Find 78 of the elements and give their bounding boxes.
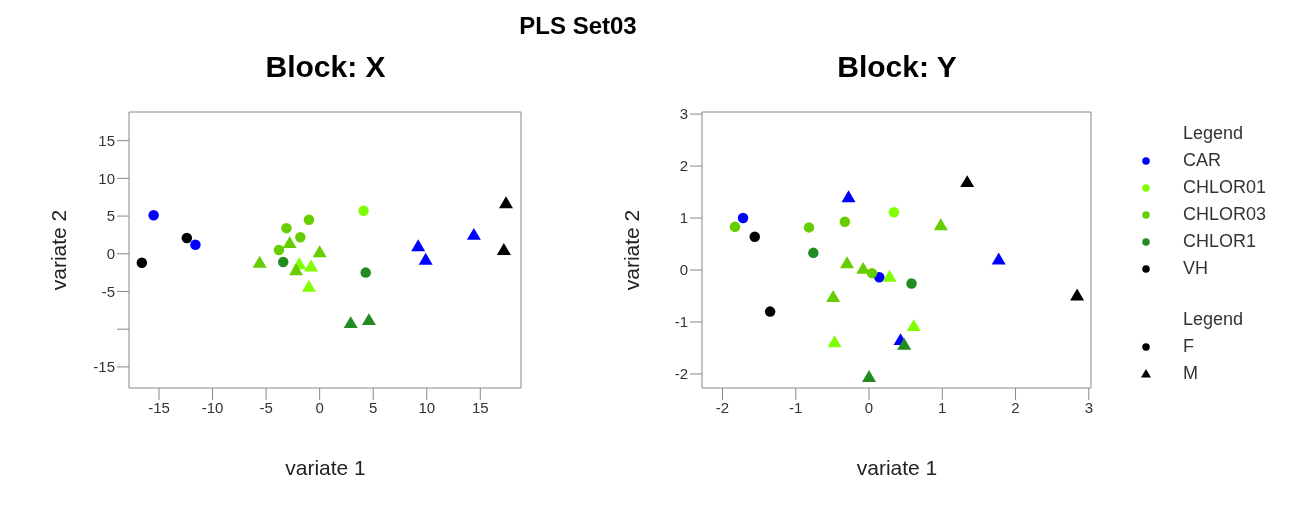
point	[808, 247, 819, 259]
point	[991, 252, 1006, 265]
y-axis-title: variate 2	[47, 209, 71, 290]
point	[839, 216, 851, 227]
legend-title: Legend	[1183, 122, 1245, 145]
y-tick-label: -2	[674, 365, 688, 383]
x-tick-label: 0	[315, 398, 324, 416]
y-tick-label: 15	[98, 131, 115, 149]
legend-label: F	[1183, 336, 1194, 357]
chart-title: Block: X	[264, 50, 387, 84]
legend-label: CHLOR01	[1183, 177, 1267, 198]
y-tick-label: 0	[679, 261, 688, 279]
x-tick-label: -2	[715, 398, 730, 416]
point	[277, 256, 289, 268]
y-tick-label: 1	[679, 209, 688, 227]
point	[826, 290, 841, 302]
chart-title: Block: Y	[836, 50, 958, 84]
point	[361, 313, 376, 326]
text: Legend	[1183, 308, 1245, 331]
point	[897, 337, 912, 350]
point	[466, 227, 481, 240]
x-tick-label: 3	[1084, 398, 1093, 416]
point	[933, 218, 948, 231]
point	[866, 267, 878, 279]
legend-label: VH	[1183, 258, 1209, 279]
legend-label: CHLOR1	[1183, 231, 1257, 252]
legend-label: CHLOR03	[1183, 204, 1267, 225]
y-tick-label: -1	[674, 313, 688, 331]
x-axis-title: variate 1	[284, 456, 367, 480]
point	[960, 175, 975, 188]
y-tick-label: 5	[106, 207, 115, 225]
y-axis-title: variate 2	[620, 209, 644, 290]
point	[841, 190, 856, 203]
point	[418, 252, 433, 265]
y-tick-label: 3	[679, 105, 688, 123]
x-tick-label: 5	[369, 398, 378, 416]
point	[136, 257, 148, 269]
point	[882, 269, 897, 282]
point	[840, 256, 855, 269]
text: PLS Set03	[518, 12, 638, 40]
y-tick-label: 2	[679, 157, 688, 175]
x-tick-label: -1	[789, 398, 803, 416]
x-tick-label: 2	[1011, 398, 1020, 416]
point	[496, 243, 511, 255]
y-tick-label: -5	[101, 282, 115, 300]
x-tick-label: -15	[148, 398, 170, 416]
x-tick-label: 10	[418, 398, 436, 416]
point	[312, 245, 327, 258]
point	[301, 279, 316, 292]
point	[827, 335, 842, 348]
y-tick-label: 10	[98, 169, 115, 187]
x-tick-label: -10	[201, 398, 224, 416]
point	[304, 259, 319, 272]
point	[803, 222, 815, 233]
point	[1070, 288, 1085, 301]
point	[252, 255, 267, 268]
point	[273, 244, 285, 256]
x-tick-label: -5	[259, 398, 273, 416]
x-tick-label: 0	[864, 398, 874, 416]
point	[289, 263, 304, 276]
x-tick-label: 15	[471, 398, 489, 416]
point	[906, 319, 921, 332]
point	[906, 278, 917, 289]
y-tick-label: -15	[93, 358, 115, 376]
point	[764, 306, 776, 317]
point	[411, 239, 426, 252]
x-tick-label: 1	[938, 398, 947, 416]
legend-label: M	[1183, 363, 1198, 384]
point	[499, 196, 514, 209]
point	[181, 232, 193, 244]
point	[729, 221, 741, 233]
point	[343, 316, 358, 329]
point	[282, 236, 297, 249]
y-tick-label: 0	[106, 245, 115, 263]
point	[862, 370, 877, 382]
legend-label: CAR	[1183, 150, 1222, 171]
x-axis-title: variate 1	[855, 456, 939, 480]
point	[303, 214, 315, 226]
